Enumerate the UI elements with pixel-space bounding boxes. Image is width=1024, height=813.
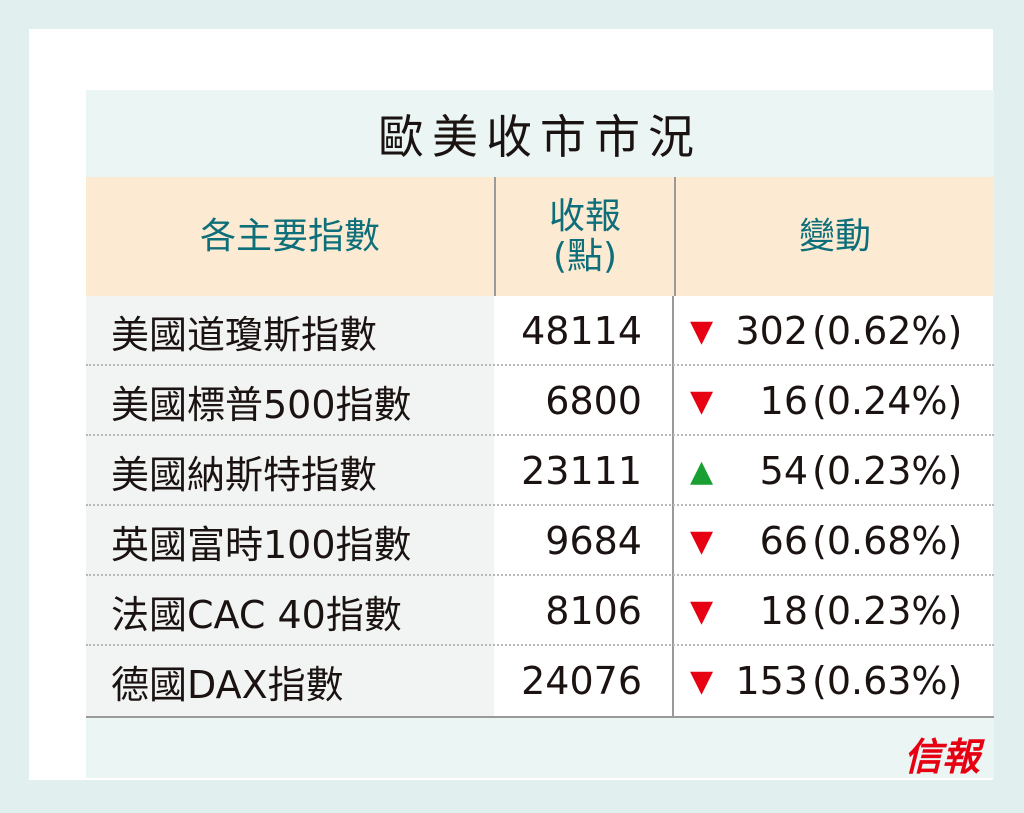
- index-name: 法國CAC 40指數: [86, 576, 494, 646]
- index-name: 英國富時100指數: [86, 506, 494, 576]
- change-cell: ▼ 153 (0.63%): [674, 646, 994, 716]
- table-row: 法國CAC 40指數 8106 ▼ 18 (0.23%): [86, 576, 994, 646]
- header-index: 各主要指數: [199, 215, 380, 257]
- change-percent: (0.62%): [812, 309, 963, 353]
- table-row: 英國富時100指數 9684 ▼ 66 (0.68%): [86, 506, 994, 576]
- table-footer: 信報: [86, 716, 994, 779]
- header-change: 變動: [798, 215, 871, 257]
- change-value: 153: [735, 659, 808, 703]
- table-row: 美國道瓊斯指數 48114 ▼ 302 (0.62%): [86, 296, 994, 366]
- card: 歐美收市市況 各主要指數 收報 (點) 變動 美國道瓊斯指數 48114 ▼ 3…: [29, 29, 994, 780]
- index-name: 美國標普500指數: [86, 366, 494, 436]
- close-value: 6800: [494, 366, 674, 436]
- logo: 信報: [903, 734, 980, 779]
- change-percent: (0.23%): [812, 449, 963, 493]
- close-value: 8106: [494, 576, 674, 646]
- table-header: 各主要指數 收報 (點) 變動: [86, 177, 994, 296]
- change-cell: ▼ 66 (0.68%): [674, 506, 994, 576]
- table-title: 歐美收市市況: [86, 90, 994, 177]
- change-cell: ▼ 302 (0.62%): [674, 296, 994, 366]
- change-value: 54: [759, 449, 808, 493]
- down-triangle-icon: ▼: [690, 523, 714, 559]
- table-row: 美國納斯特指數 23111 ▲ 54 (0.23%): [86, 436, 994, 506]
- change-value: 302: [735, 309, 808, 353]
- close-value: 24076: [494, 646, 674, 716]
- close-value: 23111: [494, 436, 674, 506]
- down-triangle-icon: ▼: [690, 383, 714, 419]
- market-table: 歐美收市市況 各主要指數 收報 (點) 變動 美國道瓊斯指數 48114 ▼ 3…: [86, 90, 994, 779]
- up-triangle-icon: ▲: [690, 453, 714, 489]
- header-close: 收報 (點): [494, 177, 676, 296]
- change-cell: ▲ 54 (0.23%): [674, 436, 994, 506]
- table-row: 美國標普500指數 6800 ▼ 16 (0.24%): [86, 366, 994, 436]
- change-percent: (0.23%): [812, 589, 963, 633]
- change-cell: ▼ 18 (0.23%): [674, 576, 994, 646]
- change-cell: ▼ 16 (0.24%): [674, 366, 994, 436]
- change-percent: (0.63%): [812, 659, 963, 703]
- down-triangle-icon: ▼: [690, 313, 714, 349]
- close-value: 9684: [494, 506, 674, 576]
- change-value: 66: [759, 519, 808, 563]
- change-percent: (0.68%): [812, 519, 963, 563]
- close-value: 48114: [494, 296, 674, 366]
- change-value: 18: [759, 589, 808, 633]
- down-triangle-icon: ▼: [690, 593, 714, 629]
- change-value: 16: [759, 379, 808, 423]
- table-row: 德國DAX指數 24076 ▼ 153 (0.63%): [86, 646, 994, 716]
- index-name: 美國道瓊斯指數: [86, 296, 494, 366]
- index-name: 美國納斯特指數: [86, 436, 494, 506]
- down-triangle-icon: ▼: [690, 663, 714, 699]
- change-percent: (0.24%): [812, 379, 963, 423]
- index-name: 德國DAX指數: [86, 646, 494, 716]
